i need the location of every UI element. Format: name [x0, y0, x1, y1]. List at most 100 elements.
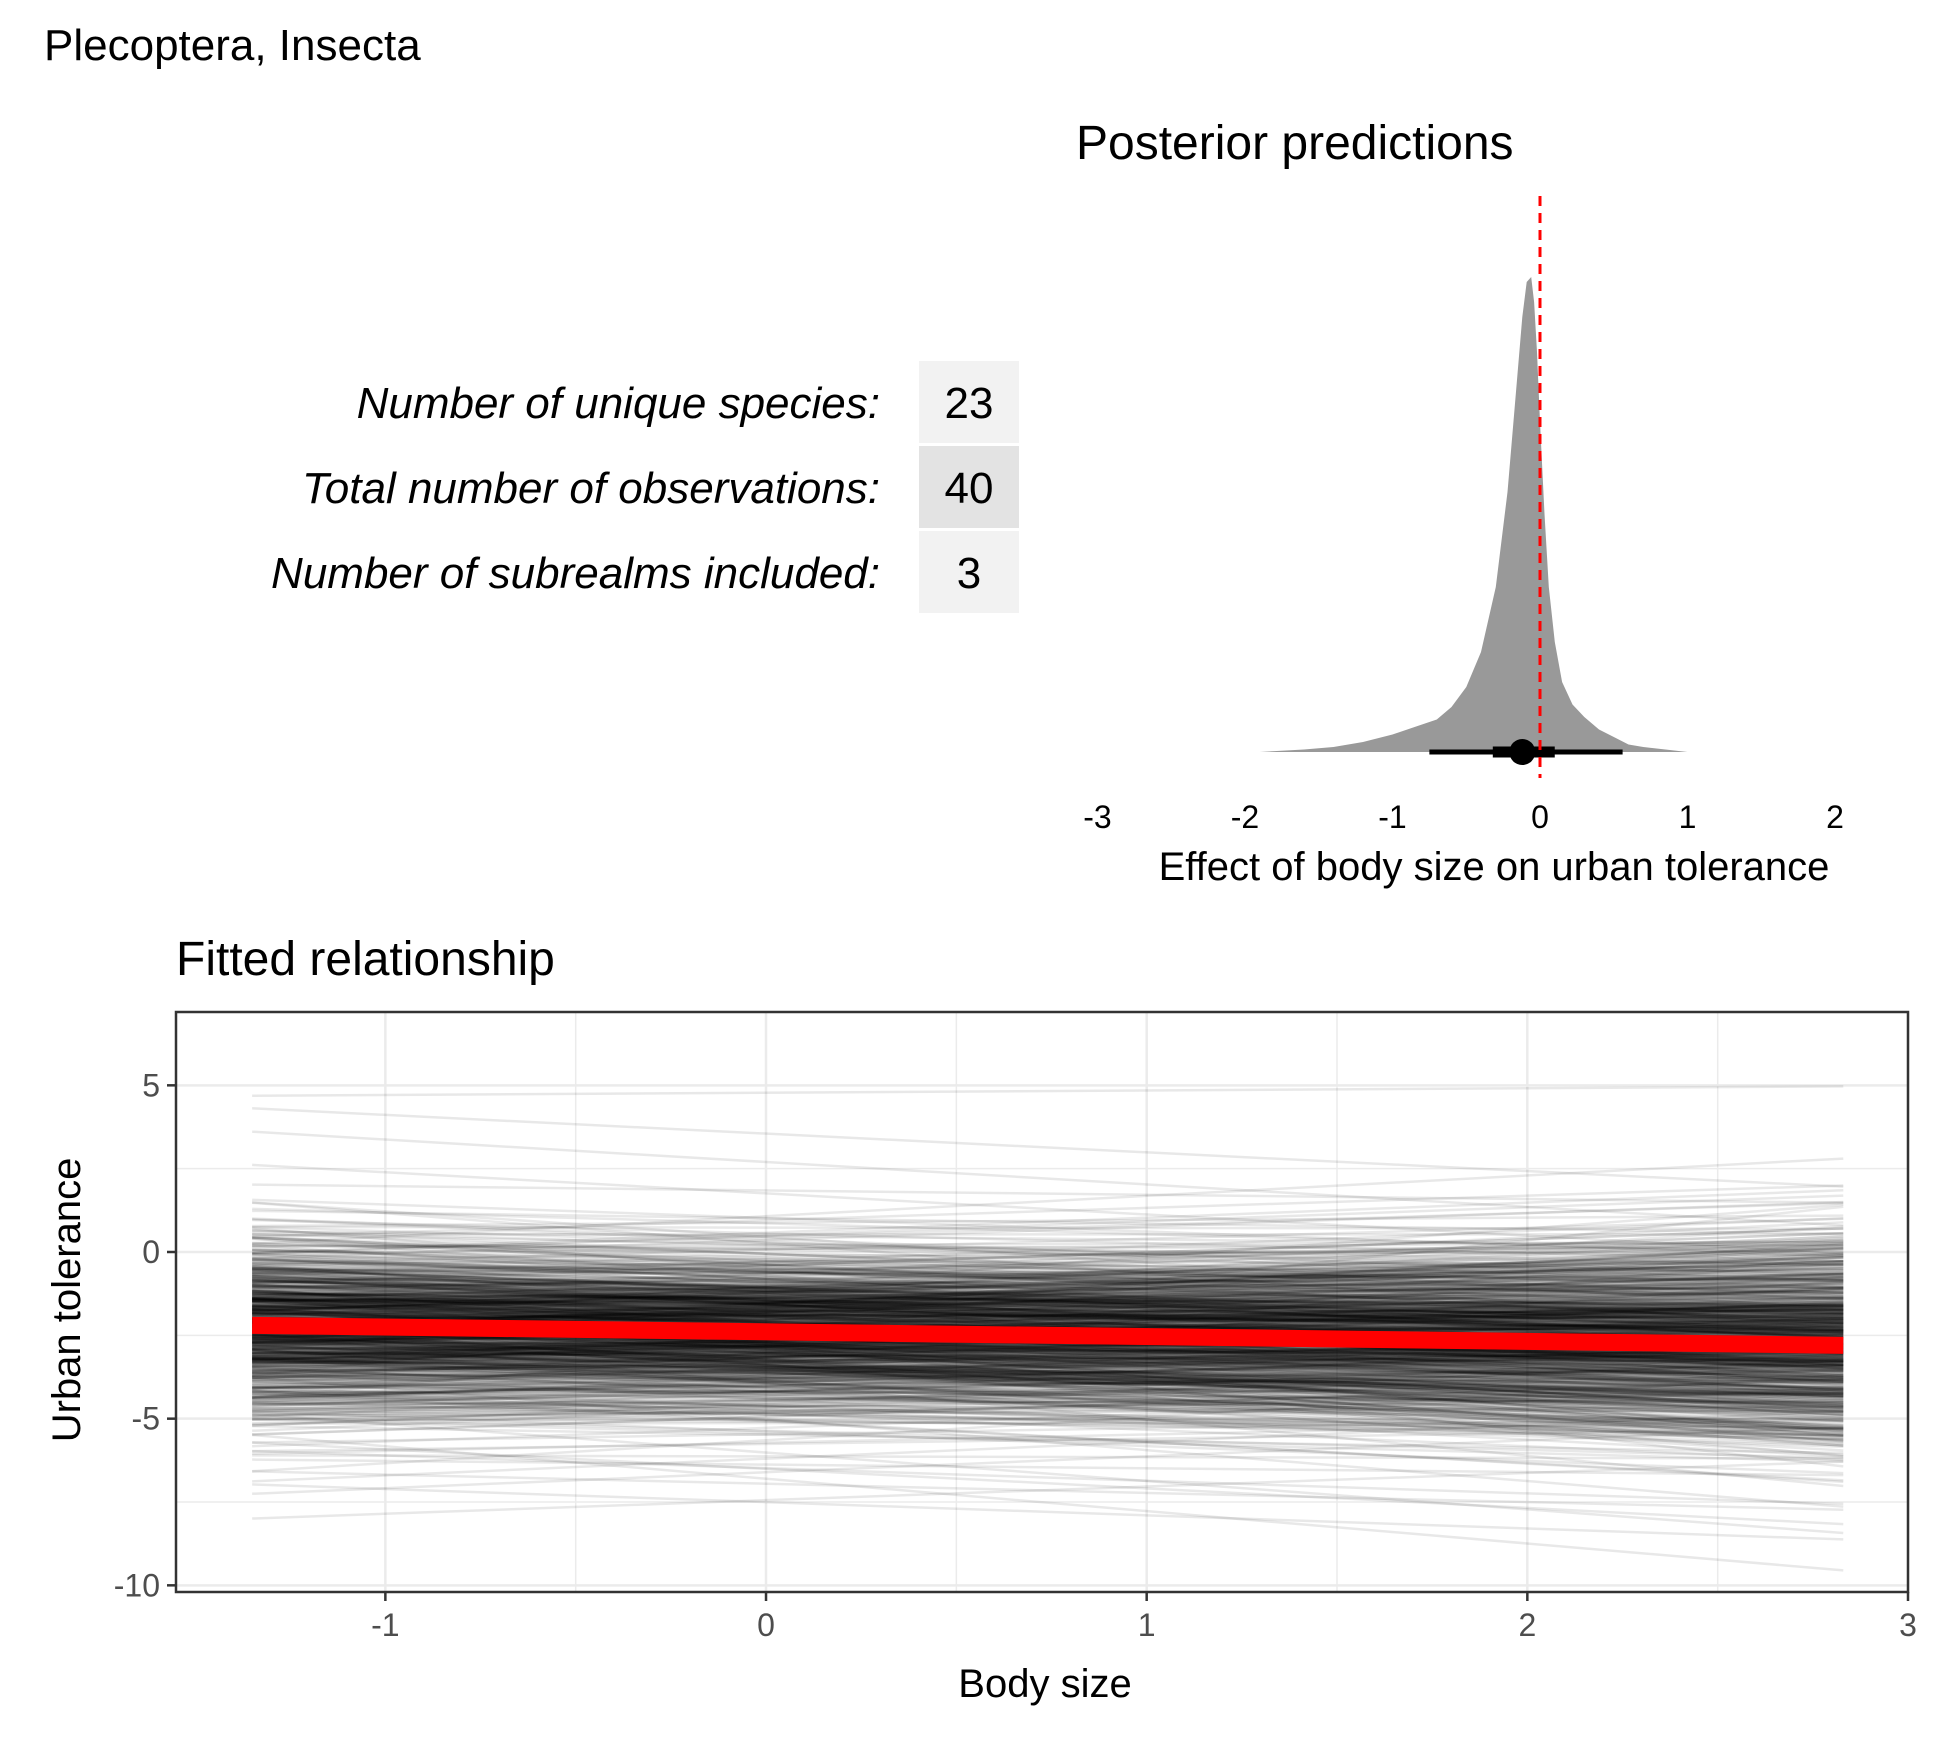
posterior-draw-line [252, 1357, 1844, 1369]
posterior-draw-line [252, 1267, 1844, 1290]
posterior-draw-line [252, 1291, 1844, 1313]
posterior-draw-line [252, 1300, 1844, 1305]
posterior-draw-line [252, 1301, 1844, 1311]
posterior-draw-line [252, 1354, 1844, 1391]
posterior-draw-line [252, 1418, 1844, 1455]
posterior-draw-line [252, 1387, 1844, 1394]
posterior-draw-line [252, 1366, 1844, 1445]
posterior-draw-line [252, 1246, 1844, 1301]
posterior-draw-line [252, 1269, 1844, 1324]
posterior-draw-line [252, 1346, 1844, 1368]
posterior-draw-line [252, 1262, 1844, 1282]
posterior-draw-line [252, 1364, 1844, 1406]
posterior-draw-line [252, 1341, 1844, 1398]
posterior-draw-line [252, 1282, 1844, 1338]
posterior-draw-line [252, 1320, 1844, 1376]
posterior-draw-line [252, 1361, 1844, 1372]
posterior-draw-line [252, 1406, 1844, 1431]
posterior-draw-line [252, 1369, 1844, 1378]
posterior-draw-line [252, 1275, 1844, 1302]
posterior-draw-line [252, 1327, 1844, 1433]
posterior-draw-line [252, 1420, 1844, 1425]
posterior-x-axis-label: Effect of body size on urban tolerance [1159, 845, 1830, 889]
posterior-draw-line [252, 1244, 1844, 1257]
table-value-observations: 40 [945, 464, 994, 513]
posterior-draw-line [252, 1291, 1844, 1320]
posterior-draw-line [252, 1365, 1844, 1370]
fitted-y-ticks: -10 -5 0 5 [114, 1067, 176, 1603]
posterior-draw-line [252, 1304, 1844, 1332]
posterior-draw-line [252, 1347, 1844, 1382]
posterior-draw-line [252, 1292, 1844, 1329]
posterior-draw-line [252, 1252, 1844, 1300]
posterior-draw-line [252, 1278, 1844, 1345]
posterior-draw-line [252, 1341, 1844, 1360]
posterior-draw-line [252, 1336, 1844, 1385]
posterior-draw-line [252, 1366, 1844, 1397]
posterior-draw-line [252, 1288, 1844, 1338]
posterior-draw-line [252, 1335, 1844, 1409]
posterior-draw-line [252, 1375, 1844, 1391]
posterior-draw-line [252, 1364, 1844, 1383]
posterior-draw-line [252, 1389, 1844, 1462]
posterior-draw-line [252, 1389, 1844, 1426]
summary-table: Number of unique species: Total number o… [271, 361, 1019, 613]
posterior-draw-line [252, 1348, 1844, 1447]
posterior-draw-line [252, 1349, 1844, 1385]
posterior-draw-line [252, 1322, 1844, 1410]
posterior-draw-line [252, 1350, 1844, 1355]
posterior-draw-line [252, 1357, 1844, 1438]
posterior-draw-line [252, 1283, 1844, 1315]
posterior-draw-line [252, 1303, 1844, 1311]
posterior-draw-line [252, 1338, 1844, 1416]
posterior-draw-line [252, 1282, 1844, 1336]
posterior-draw-line [252, 1374, 1844, 1394]
posterior-draw-line [252, 1274, 1844, 1316]
posterior-draw-line [252, 1271, 1844, 1320]
posterior-draw-line [252, 1339, 1844, 1418]
posterior-draw-line [252, 1267, 1844, 1303]
posterior-draw-line [252, 1367, 1844, 1399]
posterior-draw-line [252, 1262, 1844, 1294]
posterior-draw-line [252, 1272, 1844, 1314]
posterior-draw-line [252, 1347, 1844, 1383]
posterior-draw-line [252, 1275, 1844, 1315]
posterior-draw-line [252, 1318, 1844, 1443]
posterior-draw-line [252, 1390, 1844, 1437]
posterior-draw-line [252, 1345, 1844, 1390]
posterior-draw-line [252, 1372, 1844, 1384]
posterior-draw-line [252, 1313, 1844, 1319]
posterior-draw-line [252, 1364, 1844, 1369]
posterior-draw-line [252, 1381, 1844, 1409]
posterior-draw-line [252, 1392, 1844, 1449]
fitted-mean-line [252, 1316, 1844, 1354]
fitted-title: Fitted relationship [176, 933, 555, 986]
posterior-draw-line [252, 1282, 1844, 1324]
posterior-draw-line [252, 1225, 1844, 1231]
posterior-draw-line [252, 1298, 1844, 1334]
posterior-draw-line [252, 1272, 1844, 1311]
posterior-draw-line [252, 1291, 1844, 1397]
posterior-draw-line [252, 1351, 1844, 1382]
posterior-draw-line [252, 1389, 1844, 1414]
posterior-draw-line [252, 1338, 1844, 1364]
posterior-draw-line [252, 1256, 1844, 1334]
posterior-draw-line [252, 1376, 1844, 1508]
posterior-draw-line [252, 1374, 1844, 1473]
posterior-draw-line [252, 1330, 1844, 1413]
posterior-draw-line [252, 1310, 1844, 1321]
posterior-draw-line [252, 1367, 1844, 1403]
posterior-draw-line [252, 1266, 1844, 1340]
posterior-draw-line [252, 1352, 1844, 1364]
posterior-draw-line [252, 1252, 1844, 1307]
posterior-chart: Posterior predictions -3 -2 -1 0 1 2 Effect o… [1076, 117, 1844, 889]
posterior-draw-line [252, 1244, 1844, 1332]
posterior-draw-line [252, 1264, 1844, 1297]
posterior-draw-line [252, 1364, 1844, 1391]
posterior-draw-line [252, 1352, 1844, 1360]
posterior-draw-line [252, 1295, 1844, 1306]
posterior-draw-line [252, 1401, 1844, 1441]
posterior-draw-line [252, 1398, 1844, 1430]
posterior-draw-line [252, 1364, 1844, 1378]
posterior-draw-line [252, 1361, 1844, 1396]
